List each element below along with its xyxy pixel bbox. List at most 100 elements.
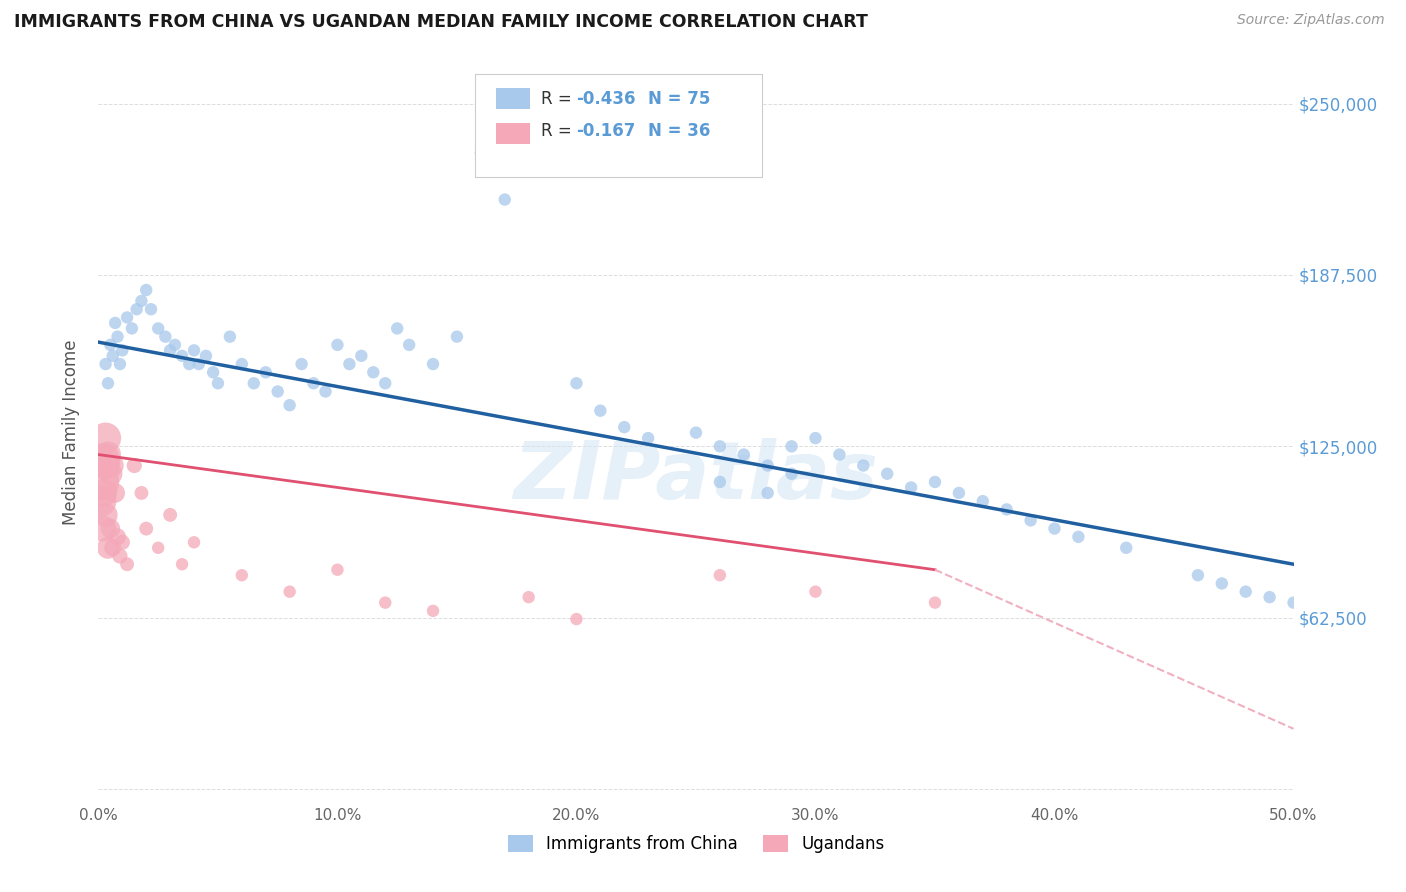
Point <box>125 302 148 317</box>
Point <box>172 558 194 572</box>
Point <box>302 376 325 391</box>
Point <box>91 453 114 467</box>
Point <box>98 522 122 536</box>
Point <box>315 384 337 399</box>
Point <box>422 604 444 618</box>
Point <box>111 535 134 549</box>
Point <box>517 590 540 604</box>
Point <box>733 448 755 462</box>
Point <box>446 329 468 343</box>
Point <box>98 338 122 352</box>
Point <box>1019 513 1042 527</box>
Point <box>398 338 420 352</box>
Point <box>924 596 946 610</box>
Point <box>1211 576 1233 591</box>
Point <box>780 467 803 481</box>
Point <box>852 458 875 473</box>
Point <box>278 584 301 599</box>
Point <box>1282 596 1305 610</box>
Point <box>183 535 205 549</box>
Text: ZIPatlas: ZIPatlas <box>513 438 879 516</box>
Point <box>155 329 177 343</box>
Point <box>1115 541 1137 555</box>
Point <box>1067 530 1090 544</box>
Point <box>97 448 120 462</box>
Point <box>589 403 612 417</box>
Point <box>94 508 117 522</box>
Point <box>135 283 157 297</box>
Point <box>267 384 290 399</box>
Point <box>363 365 385 379</box>
Point <box>1043 522 1066 536</box>
Point <box>195 349 218 363</box>
Point <box>374 376 396 391</box>
Point <box>231 568 253 582</box>
Point <box>135 522 157 536</box>
Point <box>98 467 122 481</box>
Point <box>709 568 731 582</box>
Point <box>756 458 779 473</box>
Point <box>91 522 114 536</box>
Point <box>148 321 170 335</box>
Point <box>231 357 253 371</box>
Point <box>139 302 162 317</box>
Point <box>709 475 731 489</box>
Point <box>339 357 361 371</box>
Point <box>278 398 301 412</box>
Point <box>565 612 588 626</box>
Text: -0.436: -0.436 <box>576 90 636 108</box>
Point <box>107 329 129 343</box>
Text: N = 75: N = 75 <box>648 90 710 108</box>
Point <box>1258 590 1281 604</box>
Point <box>565 376 588 391</box>
Point <box>159 508 181 522</box>
Text: Source: ZipAtlas.com: Source: ZipAtlas.com <box>1237 13 1385 28</box>
Point <box>159 343 181 358</box>
Point <box>121 321 143 335</box>
Point <box>131 293 153 308</box>
Point <box>326 338 349 352</box>
Point <box>148 541 170 555</box>
Point <box>104 486 127 500</box>
Point <box>163 338 186 352</box>
Point <box>804 431 827 445</box>
Point <box>108 549 131 563</box>
Point <box>924 475 946 489</box>
Text: N = 36: N = 36 <box>648 122 710 140</box>
Text: IMMIGRANTS FROM CHINA VS UGANDAN MEDIAN FAMILY INCOME CORRELATION CHART: IMMIGRANTS FROM CHINA VS UGANDAN MEDIAN … <box>14 13 868 31</box>
Point <box>187 357 209 371</box>
Point <box>756 486 779 500</box>
Point <box>374 596 396 610</box>
Text: -0.167: -0.167 <box>576 122 636 140</box>
Point <box>685 425 707 440</box>
Point <box>995 502 1018 516</box>
Point <box>422 357 444 371</box>
Point <box>104 316 127 330</box>
Point <box>780 439 803 453</box>
Point <box>101 349 124 363</box>
Point <box>254 365 277 379</box>
Point <box>101 458 124 473</box>
Point <box>101 541 124 555</box>
Point <box>876 467 898 481</box>
Point <box>326 563 349 577</box>
Point <box>115 558 138 572</box>
Point <box>107 530 129 544</box>
Y-axis label: Median Family Income: Median Family Income <box>62 340 80 525</box>
Point <box>900 480 922 494</box>
Point <box>243 376 266 391</box>
Point <box>948 486 970 500</box>
FancyBboxPatch shape <box>496 123 530 144</box>
Point <box>131 486 153 500</box>
Point <box>91 486 114 500</box>
Point <box>202 365 225 379</box>
Point <box>97 541 120 555</box>
Point <box>108 357 131 371</box>
Point <box>111 343 134 358</box>
Point <box>94 458 117 473</box>
Point <box>97 376 120 391</box>
Point <box>613 420 636 434</box>
Point <box>828 448 851 462</box>
Point <box>709 439 731 453</box>
Point <box>183 343 205 358</box>
